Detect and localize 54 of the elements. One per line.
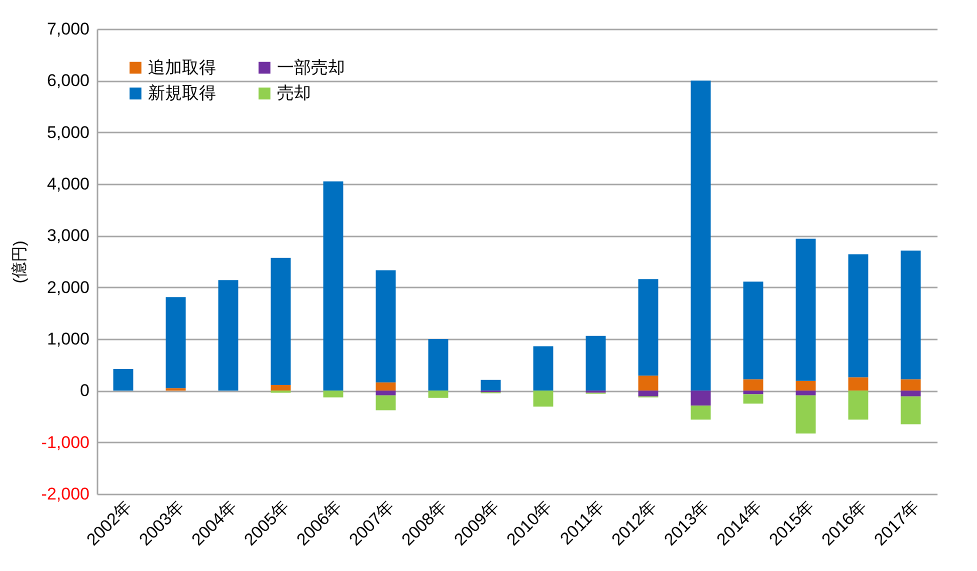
bar xyxy=(113,368,134,391)
bar xyxy=(428,339,448,391)
bar xyxy=(900,379,921,391)
bar xyxy=(270,258,291,385)
bar xyxy=(638,376,658,391)
bar xyxy=(848,390,868,420)
legend-label: 売却 xyxy=(277,84,311,102)
bar xyxy=(376,395,396,410)
bar xyxy=(690,80,711,391)
bar xyxy=(690,390,711,406)
y-tick-label: -2,000 xyxy=(41,484,90,504)
legend-label: 一部売却 xyxy=(277,58,345,77)
bar xyxy=(743,390,764,394)
legend-label: 新規取得 xyxy=(148,84,216,102)
legend-label: 追加取得 xyxy=(148,58,216,77)
y-tick-label: -1,000 xyxy=(41,432,90,452)
y-tick-label: 0 xyxy=(80,381,90,400)
bar xyxy=(586,336,606,391)
bar xyxy=(480,380,501,391)
y-tick-label: 2,000 xyxy=(46,278,90,297)
bar xyxy=(376,390,396,396)
bar xyxy=(690,406,711,420)
bar xyxy=(323,181,344,391)
bar xyxy=(743,379,764,391)
bar xyxy=(323,390,344,398)
bar xyxy=(166,388,186,391)
bar xyxy=(796,390,816,396)
y-tick-label: 5,000 xyxy=(46,122,90,142)
bar xyxy=(638,279,658,376)
y-tick-label: 7,000 xyxy=(46,20,90,38)
bar xyxy=(166,297,186,388)
bar xyxy=(796,238,816,381)
bar xyxy=(848,254,868,378)
bar xyxy=(376,270,396,382)
y-tick-label: 3,000 xyxy=(46,226,90,246)
bar xyxy=(270,384,291,391)
bar xyxy=(743,282,764,380)
bar xyxy=(638,390,658,396)
y-axis-title: (億円) xyxy=(10,240,28,284)
bar xyxy=(796,395,816,434)
bar xyxy=(900,390,921,396)
bar xyxy=(796,380,816,391)
bar xyxy=(376,382,396,391)
bar xyxy=(900,396,921,424)
y-tick-label: 1,000 xyxy=(46,330,90,348)
bar xyxy=(743,394,764,404)
bar xyxy=(848,377,868,391)
bar xyxy=(218,280,238,391)
y-tick-label: 4,000 xyxy=(46,174,90,194)
bar xyxy=(533,346,554,391)
bar xyxy=(900,250,921,380)
bar xyxy=(428,390,448,398)
bar xyxy=(533,390,554,407)
y-tick-label: 6,000 xyxy=(46,71,90,90)
